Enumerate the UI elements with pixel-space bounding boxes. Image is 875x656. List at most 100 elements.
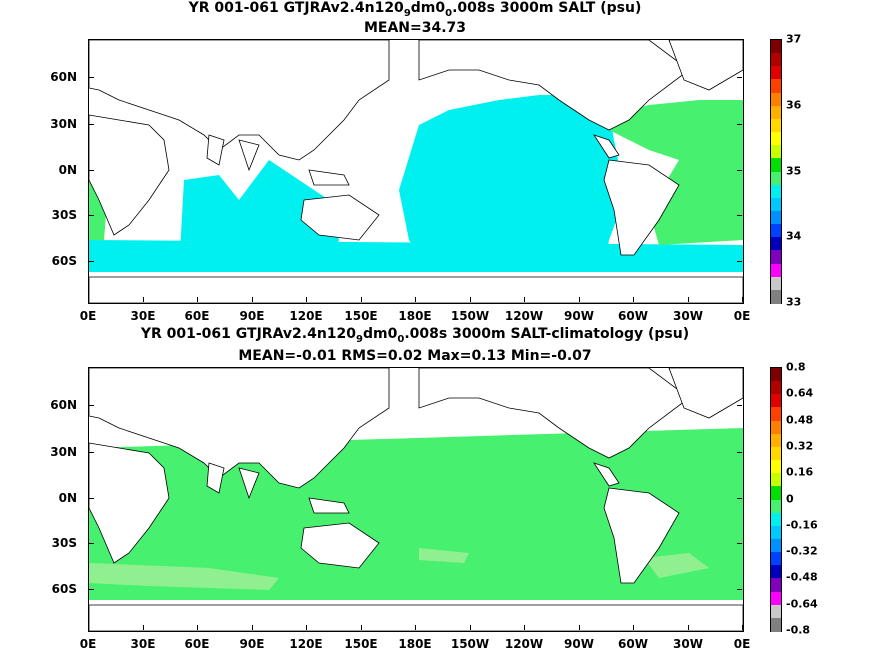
colorbar-swatch xyxy=(771,210,781,225)
lon-tick xyxy=(633,297,634,302)
colorbar-swatch xyxy=(771,263,781,278)
lon-label-150E: 150E xyxy=(344,637,378,651)
lon-tick xyxy=(252,297,253,302)
colorbar-swatch xyxy=(771,237,781,252)
colorbar-swatch xyxy=(771,433,781,448)
lat-tick xyxy=(89,452,94,453)
colorbar-swatch xyxy=(771,66,781,81)
map-stats-1: MEAN=34.73 xyxy=(363,20,467,36)
colorbar-label: -0.64 xyxy=(786,597,818,611)
colorbar-swatch xyxy=(771,53,781,68)
lon-label-60W: 60W xyxy=(618,637,648,651)
colorbar-label: 35 xyxy=(786,164,802,177)
colorbar-swatch xyxy=(771,499,781,514)
lat-label-30S: 30S xyxy=(51,536,77,550)
lon-tick xyxy=(579,297,580,302)
map-title-2: YR 001-061 GTJRAv2.4n1209dm00.008s 3000m… xyxy=(140,326,690,345)
lon-label-120W: 120W xyxy=(504,309,544,323)
colorbar-swatch xyxy=(771,105,781,120)
salinity-map-panel xyxy=(88,39,744,304)
colorbar-swatch xyxy=(771,512,781,527)
lon-label-30E: 30E xyxy=(130,309,156,323)
lon-label-0E: 0E xyxy=(733,309,751,323)
colorbar-swatch xyxy=(771,224,781,239)
lon-tick xyxy=(688,297,689,302)
lat-label-60N: 60N xyxy=(50,70,77,84)
colorbar xyxy=(770,39,782,304)
colorbar-swatch xyxy=(771,446,781,461)
lat-tick xyxy=(737,405,742,406)
lon-label-0E: 0E xyxy=(79,637,97,651)
lon-label-150W: 150W xyxy=(450,637,490,651)
colorbar-swatch xyxy=(771,40,781,54)
colorbar-label: 33 xyxy=(786,295,802,309)
colorbar-swatch xyxy=(771,145,781,160)
lon-tick xyxy=(415,297,416,302)
colorbar-label: 36 xyxy=(786,98,802,112)
lat-tick xyxy=(737,215,742,216)
colorbar-swatch xyxy=(771,604,781,619)
colorbar-label: -0.16 xyxy=(786,518,818,532)
lon-label-90W: 90W xyxy=(564,309,594,323)
lat-tick xyxy=(89,77,94,78)
colorbar-label: 0.32 xyxy=(786,439,814,453)
colorbar-swatch xyxy=(771,420,781,435)
lat-tick xyxy=(89,261,94,262)
map-frame xyxy=(88,39,744,304)
lon-tick xyxy=(197,625,198,630)
anomaly-map-panel xyxy=(88,367,744,632)
colorbar-swatch xyxy=(771,565,781,580)
lat-tick xyxy=(737,543,742,544)
salinity-map xyxy=(89,40,743,303)
colorbar-swatch xyxy=(771,407,781,422)
anomaly-map xyxy=(89,368,743,631)
lon-label-90W: 90W xyxy=(564,637,594,651)
colorbar-swatch xyxy=(771,92,781,107)
lat-label-30N: 30N xyxy=(50,117,77,131)
lat-tick xyxy=(89,170,94,171)
lon-tick xyxy=(470,297,471,302)
colorbar-swatch xyxy=(771,552,781,567)
lon-tick xyxy=(88,297,89,302)
lat-label-60S: 60S xyxy=(51,254,77,268)
colorbar-swatch xyxy=(771,460,781,475)
lat-label-0N: 0N xyxy=(58,163,77,177)
lon-label-0E: 0E xyxy=(79,309,97,323)
lon-tick xyxy=(143,297,144,302)
lon-label-60E: 60E xyxy=(184,637,210,651)
lat-label-0N: 0N xyxy=(58,491,77,505)
lat-tick xyxy=(89,215,94,216)
colorbar-swatch xyxy=(771,289,781,304)
colorbar-swatch xyxy=(771,368,781,382)
lon-tick xyxy=(306,625,307,630)
colorbar-label: 0 xyxy=(786,492,794,505)
lat-tick xyxy=(737,261,742,262)
lon-label-90E: 90E xyxy=(239,637,265,651)
lon-label-120E: 120E xyxy=(289,309,323,323)
lon-label-150E: 150E xyxy=(344,309,378,323)
lon-tick xyxy=(197,297,198,302)
lon-tick xyxy=(524,297,525,302)
lat-tick xyxy=(89,405,94,406)
lon-label-0E: 0E xyxy=(733,637,751,651)
colorbar-swatch xyxy=(771,197,781,212)
colorbar-label: 34 xyxy=(786,229,802,243)
map-stats-2: MEAN=-0.01 RMS=0.02 Max=0.13 Min=-0.07 xyxy=(238,348,592,364)
lat-tick xyxy=(89,498,94,499)
colorbar xyxy=(770,367,782,632)
lon-tick xyxy=(361,297,362,302)
lat-tick xyxy=(89,124,94,125)
lon-tick xyxy=(742,297,743,302)
lat-tick xyxy=(737,452,742,453)
colorbar-swatch xyxy=(771,591,781,606)
lat-tick xyxy=(89,543,94,544)
lon-label-180E: 180E xyxy=(398,309,432,323)
colorbar-label: 0.48 xyxy=(786,413,814,427)
lon-tick xyxy=(143,625,144,630)
colorbar-swatch xyxy=(771,578,781,593)
lat-tick xyxy=(737,170,742,171)
colorbar-swatch xyxy=(771,132,781,147)
lon-tick xyxy=(361,625,362,630)
colorbar-swatch xyxy=(771,538,781,553)
lon-tick xyxy=(415,625,416,630)
